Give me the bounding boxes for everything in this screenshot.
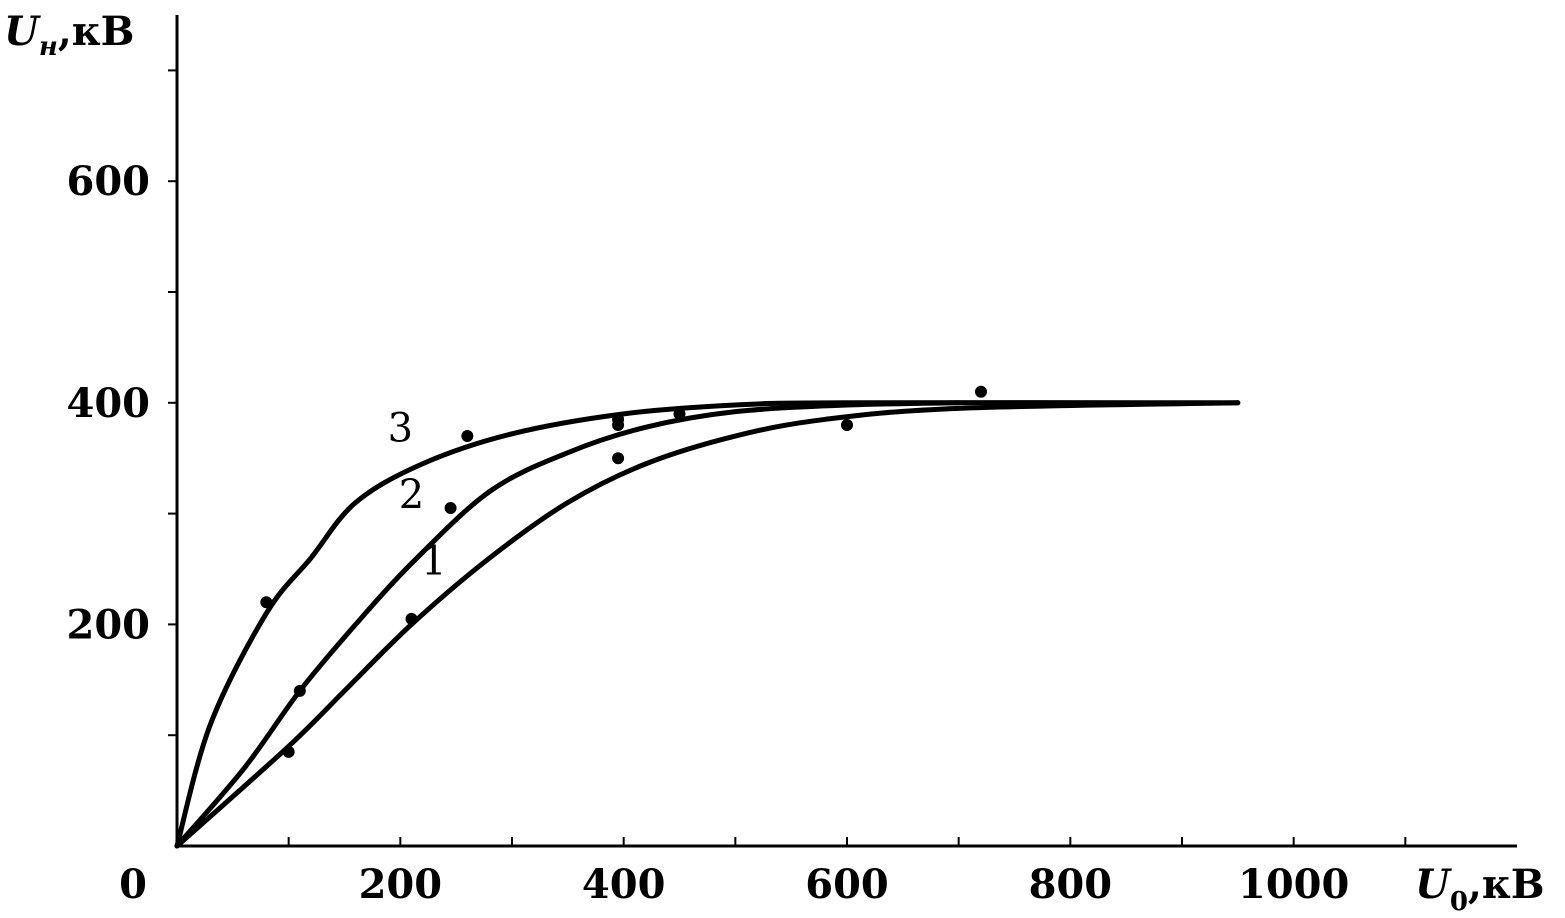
data-point-1 [405,612,418,625]
x-tick-label: 1000 [1238,861,1349,908]
data-point-3 [461,430,474,443]
data-point-3 [260,596,273,609]
data-point-1 [612,452,625,465]
x-tick-label: 200 [359,861,443,908]
series-line-3 [174,400,1241,849]
x-axis-unit: ,кВ [1468,861,1545,908]
y-axis-subscript: н [39,32,58,62]
data-point-1 [841,418,853,431]
x-tick-label: 400 [582,861,666,908]
x-tick-label: 600 [805,861,889,908]
y-axis-title: Uн,кВ [4,8,134,62]
series: 1 2 3 [174,385,1241,849]
y-tick-label: 200 [67,601,151,648]
series-label-2: 2 [399,472,424,518]
y-tick-label: 600 [67,158,151,205]
series-1: 1 [174,400,1241,849]
x-axis-symbol: U [1415,861,1452,908]
ticks [168,69,1407,846]
y-axis-symbol: U [4,8,41,55]
y-axis-unit: ,кВ [58,8,135,55]
y-tick-label: 400 [67,380,151,427]
data-point-3 [612,413,625,426]
x-tick-label: 800 [1029,861,1113,908]
x-axis-title: U0,кВ [1415,861,1545,917]
x-tick-label: 0 [119,861,147,908]
data-point-2 [293,684,306,697]
series-line-2 [174,400,962,849]
data-point-2 [444,502,457,515]
series-2: 2 [174,385,987,849]
x-axis-subscript: 0 [1450,887,1468,917]
series-label-3: 3 [388,406,413,452]
data-point-2 [975,385,987,398]
series-line-1 [174,400,1241,849]
tick-labels: 0 200 400 600 800 1000 200 400 600 [67,158,1350,908]
series-label-1: 1 [421,539,446,585]
data-point-1 [282,745,295,758]
series-3: 3 [174,400,1241,849]
